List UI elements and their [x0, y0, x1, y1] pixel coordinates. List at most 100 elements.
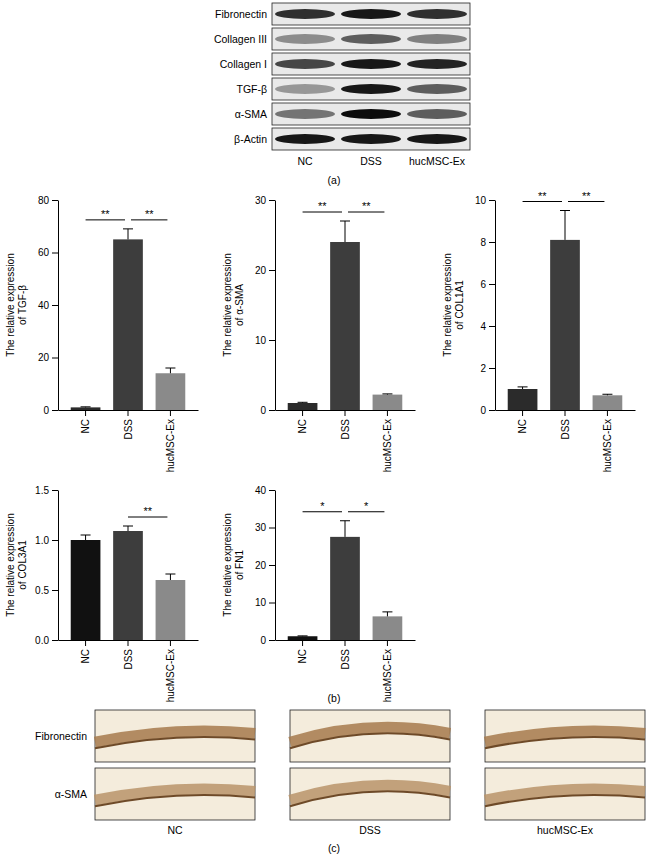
- blot-group-label: hucMSC-Ex: [409, 155, 466, 167]
- bar: [288, 636, 318, 640]
- tick-mark: [607, 410, 608, 416]
- ihc-background: [485, 710, 645, 762]
- tick-mark: [52, 590, 58, 591]
- y-tick: 40: [255, 485, 275, 496]
- tick-label: 10: [255, 335, 267, 346]
- tick-mark: [269, 410, 275, 411]
- ihc-tissue-edge: [485, 737, 645, 748]
- bar: [330, 242, 360, 410]
- tick-mark: [52, 410, 58, 411]
- tick-mark: [489, 200, 495, 201]
- significance-label: *: [364, 500, 369, 512]
- axis-line: [275, 491, 276, 641]
- blot-band: [407, 109, 467, 119]
- y-tick: 4: [480, 321, 495, 332]
- tick-mark: [128, 640, 129, 646]
- tick-label: 10: [255, 597, 267, 608]
- tick-label: NC: [80, 419, 91, 433]
- tick-mark: [269, 528, 275, 529]
- bar-chart: 010203040NCDSShucMSC-ExThe relative expr…: [222, 485, 416, 703]
- tick-label: 4: [480, 321, 486, 332]
- tick-mark: [269, 640, 275, 641]
- axis-line: [58, 201, 59, 411]
- ihc-group-label: DSS: [359, 824, 381, 836]
- panel-label: (b): [328, 692, 341, 704]
- y-tick: 0.0: [35, 635, 58, 646]
- ihc-tissue: [95, 789, 255, 800]
- y-tick: 10: [255, 335, 275, 346]
- tick-label: 8: [480, 237, 486, 248]
- error-cap: [165, 574, 175, 575]
- y-axis-title: The relative expression: [222, 513, 233, 616]
- significance-label: **: [538, 190, 547, 202]
- y-tick: 0: [480, 405, 495, 416]
- x-tick: DSS: [123, 410, 134, 440]
- ihc-background: [290, 768, 450, 820]
- tick-mark: [345, 640, 346, 646]
- ihc-background: [290, 710, 450, 762]
- bar-chart: 0102030NCDSShucMSC-ExThe relative expres…: [222, 195, 416, 473]
- tick-label: DSS: [123, 419, 134, 440]
- tick-label: DSS: [340, 649, 351, 670]
- blot-band: [275, 134, 335, 144]
- tick-mark: [302, 640, 303, 646]
- blot-band: [275, 59, 335, 69]
- x-tick: DSS: [340, 410, 351, 440]
- y-axis: 0102030: [255, 195, 276, 416]
- y-axis: 0.00.51.01.5: [35, 485, 58, 646]
- error-cap: [123, 228, 133, 229]
- error-cap: [340, 520, 350, 521]
- bar: [373, 616, 403, 640]
- tick-mark: [302, 410, 303, 416]
- error-cap: [340, 221, 350, 222]
- x-tick: hucMSC-Ex: [602, 410, 613, 472]
- bar-chart: 020406080NCDSShucMSC-ExThe relative expr…: [5, 195, 199, 473]
- x-tick: hucMSC-Ex: [165, 410, 176, 472]
- axis-line: [58, 491, 59, 641]
- x-tick: NC: [297, 640, 308, 663]
- x-tick: hucMSC-Ex: [382, 410, 393, 472]
- tick-mark: [52, 540, 58, 541]
- tick-mark: [269, 490, 275, 491]
- ihc-image: [485, 768, 645, 820]
- tick-mark: [170, 410, 171, 416]
- y-axis-title: of FN1: [234, 550, 245, 580]
- x-tick: NC: [80, 410, 91, 433]
- y-tick: 30: [255, 195, 275, 206]
- y-axis-title: The relative expression: [5, 513, 16, 616]
- y-axis: 0246810: [475, 195, 496, 416]
- error-cap: [165, 368, 175, 369]
- y-tick: 8: [480, 237, 495, 248]
- tick-label: 0: [480, 405, 486, 416]
- blot-band: [341, 59, 401, 69]
- y-tick: 20: [255, 265, 275, 276]
- ihc-group-label: NC: [167, 824, 183, 836]
- y-tick: 60: [38, 247, 58, 258]
- error-cap: [298, 402, 308, 403]
- blot-band: [275, 109, 335, 119]
- tick-mark: [85, 410, 86, 416]
- figure: FibronectinCollagen IIICollagen ITGF-βα-…: [0, 0, 668, 859]
- bar: [156, 580, 186, 640]
- tick-mark: [387, 410, 388, 416]
- error-bar: [128, 229, 129, 240]
- plot-area: [288, 221, 403, 410]
- tick-label: 20: [255, 560, 267, 571]
- tick-mark: [52, 640, 58, 641]
- tick-label: DSS: [340, 419, 351, 440]
- blot-band: [341, 34, 401, 44]
- x-tick: DSS: [123, 640, 134, 670]
- blot-band: [407, 59, 467, 69]
- tick-mark: [565, 410, 566, 416]
- blot-band: [341, 84, 401, 94]
- blot-row-label: Fibronectin: [215, 8, 267, 20]
- error-cap: [382, 611, 392, 612]
- tick-label: 30: [255, 195, 267, 206]
- axis-line: [495, 201, 496, 411]
- y-axis-title: of TGF-β: [17, 285, 28, 325]
- blot-band: [275, 84, 335, 94]
- ihc-tissue-edge: [485, 795, 645, 806]
- tick-label: 80: [38, 195, 50, 206]
- tick-label: 2: [480, 363, 486, 374]
- blot-row-label: Collagen III: [214, 33, 267, 45]
